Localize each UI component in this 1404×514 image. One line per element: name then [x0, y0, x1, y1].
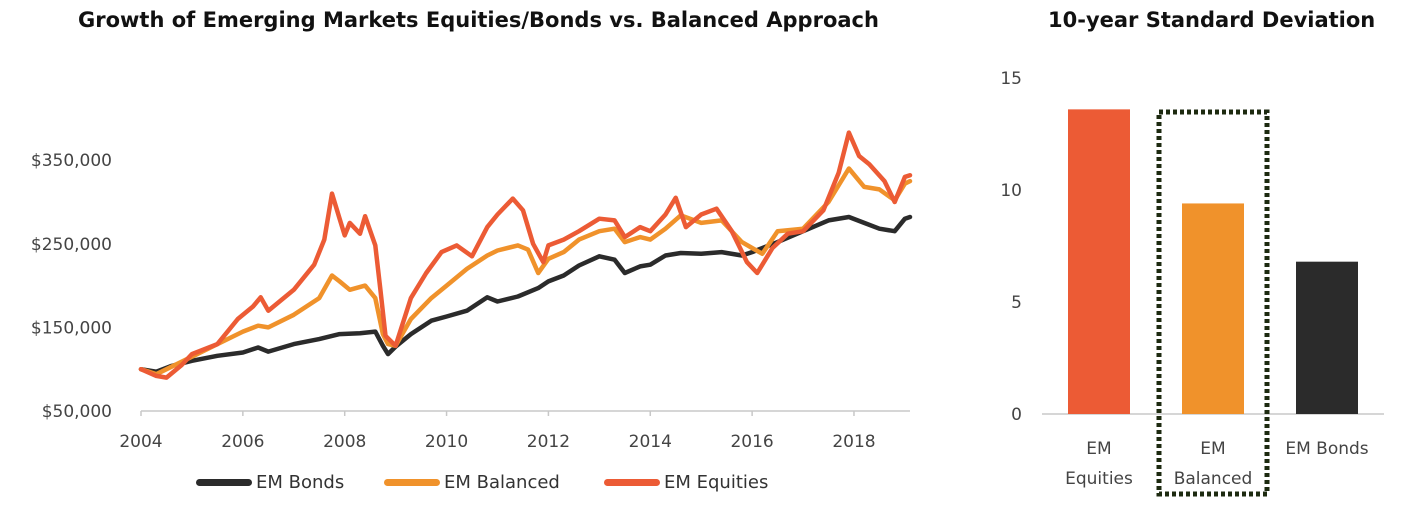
series-line-em-equities	[138, 130, 913, 380]
legend-item-em-bonds: EM Bonds	[196, 472, 344, 493]
legend-item-em-equities: EM Equities	[604, 472, 768, 493]
legend-label-em-equities: EM Equities	[664, 472, 769, 493]
bar-y-tick-label: 10	[1000, 181, 1022, 201]
line-chart-title: Growth of Emerging Markets Equities/Bond…	[78, 8, 879, 32]
line-x-tick-label: 2008	[323, 432, 366, 452]
bar-em-balanced	[1182, 203, 1244, 414]
bar-category-label: EM Bonds	[1285, 439, 1368, 459]
line-x-tick-label: 2012	[527, 432, 570, 452]
bar-category-label: EM	[1200, 439, 1225, 459]
line-x-tick-label: 2010	[425, 432, 468, 452]
bar-y-tick-label: 0	[1011, 405, 1022, 425]
line-x-tick-label: 2004	[119, 432, 162, 452]
bar-y-tick-label: 15	[1000, 69, 1022, 89]
bar-y-tick-label: 5	[1011, 293, 1022, 313]
legend-label-em-bonds: EM Bonds	[256, 472, 345, 493]
line-x-tick-label: 2016	[730, 432, 773, 452]
line-y-tick-label: $350,000	[31, 151, 112, 171]
bar-chart-title: 10-year Standard Deviation	[1048, 8, 1376, 32]
bar-chart: 0 5 10 15 EM Equities EM Balanced EM Bonds	[1000, 69, 1384, 497]
line-y-tick-label: $150,000	[31, 318, 112, 338]
line-x-tick-label: 2006	[221, 432, 264, 452]
bar-category-label: Balanced	[1174, 469, 1253, 489]
line-y-tick-label: $50,000	[42, 402, 112, 422]
legend-swatch-em-bonds	[196, 479, 252, 486]
series-line-em-bonds	[138, 214, 913, 374]
line-x-tick-label: 2018	[832, 432, 875, 452]
bar-category-label: EM	[1086, 439, 1111, 459]
series-line-em-balanced	[138, 166, 913, 377]
line-chart: $50,000 $150,000 $250,000 $350,000 2004 2006 2…	[31, 130, 913, 452]
line-y-tick-label: $250,000	[31, 235, 112, 255]
bar-em-equities	[1068, 109, 1130, 415]
legend-item-em-balanced: EM Balanced	[384, 472, 560, 493]
line-x-tick-label: 2014	[629, 432, 672, 452]
legend-swatch-em-balanced	[384, 479, 440, 486]
legend-label-em-balanced: EM Balanced	[444, 472, 560, 493]
bar-em-bonds	[1296, 261, 1358, 414]
legend-swatch-em-equities	[604, 479, 660, 486]
bar-category-label: Equities	[1065, 469, 1133, 489]
